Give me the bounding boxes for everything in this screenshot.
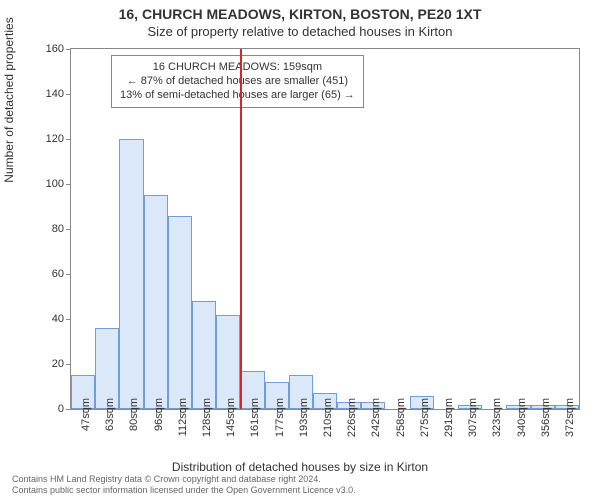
- x-tick-label: 372sqm: [564, 398, 576, 458]
- histogram-bar: [168, 216, 192, 410]
- y-tick-label: 60: [0, 268, 64, 280]
- y-tick-label: 20: [0, 358, 64, 370]
- y-tick-mark: [66, 139, 70, 140]
- x-tick-label: 128sqm: [201, 398, 213, 458]
- y-tick-mark: [66, 94, 70, 95]
- x-tick-label: 193sqm: [298, 398, 310, 458]
- y-tick-mark: [66, 409, 70, 410]
- annotation-box: 16 CHURCH MEADOWS: 159sqm ← 87% of detac…: [111, 55, 364, 108]
- y-tick-label: 100: [0, 178, 64, 190]
- histogram-bar: [192, 301, 216, 409]
- x-tick-label: 161sqm: [249, 398, 261, 458]
- y-tick-mark: [66, 274, 70, 275]
- x-tick-label: 226sqm: [346, 398, 358, 458]
- x-tick-label: 96sqm: [153, 398, 165, 458]
- histogram-bar: [216, 315, 240, 410]
- x-tick-label: 145sqm: [225, 398, 237, 458]
- x-tick-label: 80sqm: [128, 398, 140, 458]
- footer-line: Contains public sector information licen…: [12, 485, 356, 496]
- x-tick-label: 112sqm: [177, 398, 189, 458]
- footer-attribution: Contains HM Land Registry data © Crown c…: [12, 474, 356, 496]
- x-tick-label: 210sqm: [322, 398, 334, 458]
- histogram-bar: [144, 195, 168, 409]
- x-tick-label: 177sqm: [274, 398, 286, 458]
- x-tick-label: 307sqm: [467, 398, 479, 458]
- x-tick-label: 323sqm: [491, 398, 503, 458]
- y-tick-mark: [66, 319, 70, 320]
- chart-subtitle: Size of property relative to detached ho…: [0, 24, 600, 39]
- histogram-bar: [119, 139, 143, 409]
- y-tick-label: 160: [0, 43, 64, 55]
- x-tick-label: 356sqm: [540, 398, 552, 458]
- annotation-line: 16 CHURCH MEADOWS: 159sqm: [120, 60, 355, 74]
- y-tick-mark: [66, 364, 70, 365]
- chart-container: 16, CHURCH MEADOWS, KIRTON, BOSTON, PE20…: [0, 0, 600, 500]
- y-tick-mark: [66, 49, 70, 50]
- y-axis-label: Number of detached properties: [2, 0, 16, 230]
- y-tick-label: 40: [0, 313, 64, 325]
- histogram-bar: [95, 328, 119, 409]
- x-tick-label: 340sqm: [516, 398, 528, 458]
- x-tick-label: 291sqm: [443, 398, 455, 458]
- y-tick-label: 0: [0, 403, 64, 415]
- x-axis-label: Distribution of detached houses by size …: [0, 460, 600, 474]
- x-tick-label: 47sqm: [80, 398, 92, 458]
- footer-line: Contains HM Land Registry data © Crown c…: [12, 474, 356, 485]
- y-tick-mark: [66, 229, 70, 230]
- y-tick-label: 80: [0, 223, 64, 235]
- y-tick-mark: [66, 184, 70, 185]
- x-tick-label: 275sqm: [419, 398, 431, 458]
- property-marker-line: [240, 49, 242, 409]
- annotation-line: ← 87% of detached houses are smaller (45…: [120, 74, 355, 88]
- x-tick-label: 63sqm: [104, 398, 116, 458]
- x-tick-label: 242sqm: [370, 398, 382, 458]
- chart-title: 16, CHURCH MEADOWS, KIRTON, BOSTON, PE20…: [0, 6, 600, 22]
- y-tick-label: 140: [0, 88, 64, 100]
- y-tick-label: 120: [0, 133, 64, 145]
- annotation-line: 13% of semi-detached houses are larger (…: [120, 88, 355, 102]
- plot-area: 16 CHURCH MEADOWS: 159sqm ← 87% of detac…: [70, 48, 580, 410]
- x-tick-label: 258sqm: [395, 398, 407, 458]
